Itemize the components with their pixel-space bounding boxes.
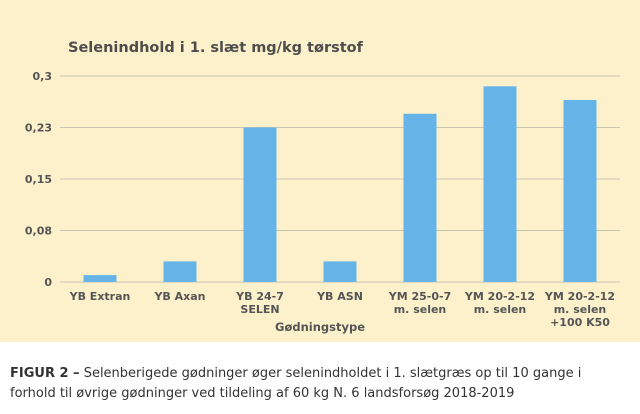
x-tick-label: YM 20-2-12 m. selen +100 K50 [544, 290, 615, 329]
bar-chart: 0 0,08 0,15 0,23 0,3 YB Extran YB Axan YB 24-7 S… [25, 70, 620, 334]
y-tick-label: 0,08 [25, 225, 52, 238]
bar [83, 275, 117, 282]
bar [403, 113, 437, 283]
y-tick-label: 0,23 [25, 122, 52, 135]
chart-panel [0, 0, 640, 342]
y-tick-label: 0,15 [25, 173, 52, 186]
caption-text: Selenberigede gødninger øger selenindhol… [10, 366, 582, 401]
bar [243, 127, 277, 282]
x-tick-label: YB ASN [316, 290, 363, 303]
bar [323, 261, 357, 282]
y-tick-label: 0 [44, 276, 52, 289]
caption-lead: FIGUR 2 – [10, 366, 80, 381]
x-tick-label: YB Axan [153, 290, 205, 303]
y-tick-label: 0,3 [33, 70, 53, 83]
x-tick-label: YM 25-0-7 m. selen [388, 290, 452, 316]
x-tick-label: YB 24-7 SELEN [235, 290, 284, 316]
bar [163, 261, 197, 282]
figure-caption: FIGUR 2 – Selenberigede gødninger øger s… [10, 364, 630, 404]
bar [563, 100, 597, 283]
x-tick-label: YM 20-2-12 m. selen [464, 290, 535, 316]
chart-title: Selenindhold i 1. slæt mg/kg tørstof [68, 40, 363, 56]
x-tick-label: YB Extran [69, 290, 131, 303]
x-axis-label: Gødningstype [275, 320, 365, 334]
bar [483, 86, 517, 282]
